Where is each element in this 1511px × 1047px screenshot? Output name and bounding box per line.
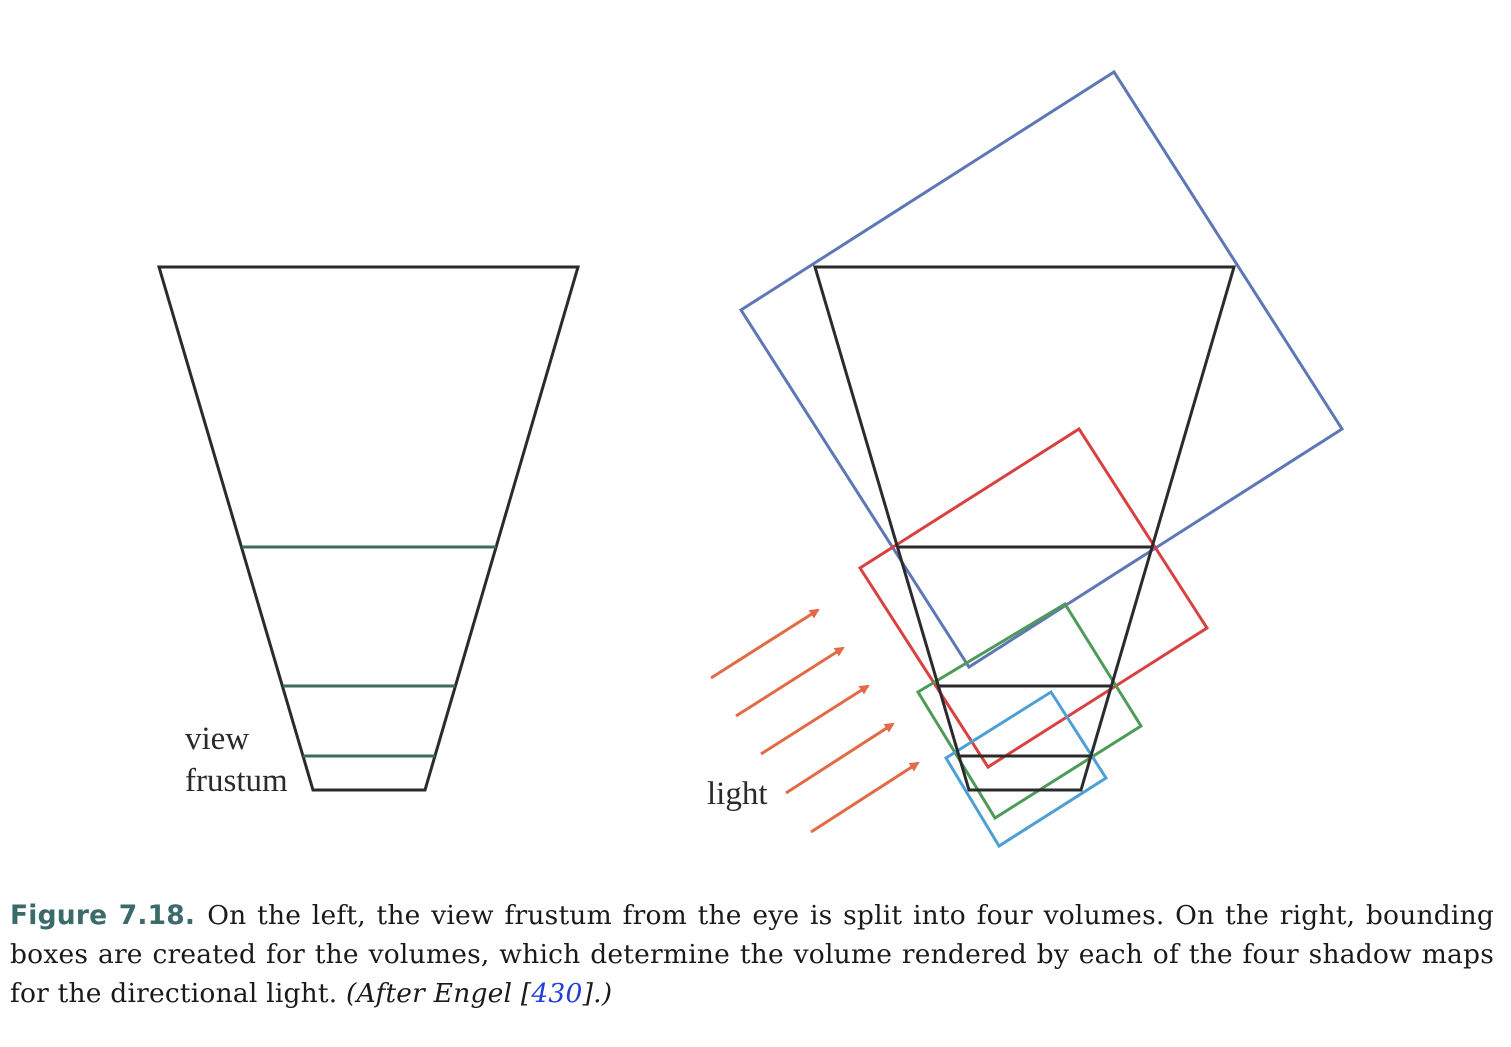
- light-arrow-2: [735, 646, 845, 718]
- attribution-prefix: (After Engel [: [346, 978, 532, 1009]
- light-arrow-4: [785, 722, 895, 795]
- light-direction-arrows: [710, 608, 920, 834]
- figure-caption: Figure 7.18. On the left, the view frustu…: [10, 896, 1494, 1013]
- figure-number: Figure 7.18.: [10, 900, 196, 931]
- light-arrow-5: [810, 761, 920, 834]
- caption-text: On the left, the view frustum from the e…: [10, 900, 1495, 1009]
- right-view-frustum: [812, 265, 1237, 792]
- attribution-suffix: ].): [582, 978, 613, 1009]
- view-frustum-label-line1: view: [185, 721, 249, 757]
- right-panel: light: [707, 69, 1345, 849]
- box-far-volume: [738, 69, 1345, 670]
- box-second-volume: [857, 426, 1210, 770]
- box-near-volume: [943, 689, 1109, 849]
- caption-attribution: (After Engel [430].): [346, 978, 612, 1009]
- light-arrow-3: [760, 684, 870, 756]
- light-arrow-1: [710, 608, 820, 680]
- box-third-volume: [915, 601, 1144, 821]
- light-label: light: [707, 776, 768, 812]
- figure-diagram: view frustum light: [156, 69, 1345, 849]
- reference-link[interactable]: 430: [531, 978, 583, 1009]
- left-view-frustum: [156, 265, 581, 792]
- left-panel: view frustum: [156, 265, 581, 799]
- view-frustum-label-line2: frustum: [185, 763, 288, 799]
